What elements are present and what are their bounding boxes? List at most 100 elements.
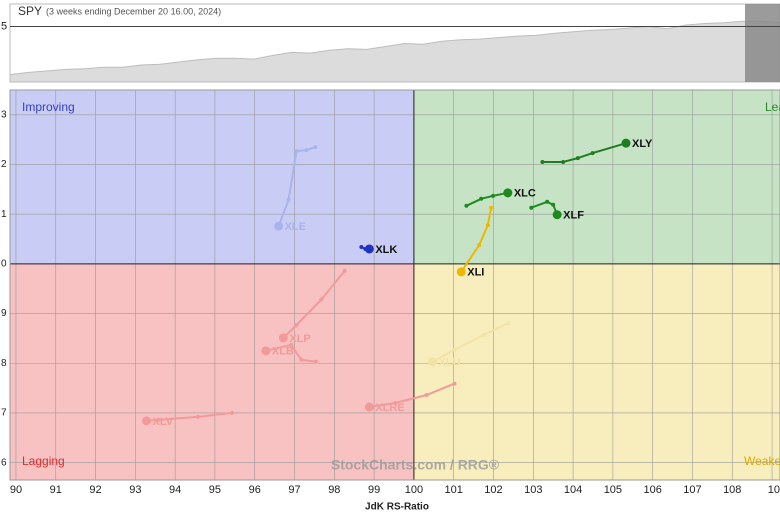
tail-point — [540, 160, 545, 165]
series-label: XLY — [632, 138, 653, 150]
x-tick-label: 101 — [445, 484, 463, 496]
tail-point — [289, 342, 294, 347]
tail-point — [299, 357, 304, 362]
x-tick-label: 99 — [368, 484, 380, 496]
benchmark-tick-label: 5 — [1, 20, 7, 32]
x-tick-label: 102 — [484, 484, 502, 496]
tail-point — [491, 193, 496, 198]
head-point — [274, 221, 284, 231]
x-tick-label: 107 — [683, 484, 701, 496]
tail-point — [506, 321, 511, 326]
benchmark-subtitle: (3 weeks ending December 20 16.00, 2024) — [46, 6, 221, 16]
tail-point — [156, 417, 161, 422]
head-point — [552, 210, 562, 220]
series-label: XLC — [514, 188, 536, 200]
head-point — [141, 416, 151, 426]
tail — [265, 343, 317, 363]
series-label: XLP — [289, 333, 310, 345]
tail-point — [485, 223, 490, 228]
x-tick-label: 98 — [328, 484, 340, 496]
head-point — [261, 346, 271, 356]
x-tick-label: 90 — [10, 484, 22, 496]
tail-point — [230, 410, 235, 415]
tail-point — [286, 197, 291, 202]
selected-period — [745, 4, 780, 82]
head-point — [456, 267, 466, 277]
tail-point — [479, 196, 484, 201]
x-tick-label: 10 — [768, 484, 780, 496]
tail — [460, 207, 493, 273]
y-tick-label: 0 — [1, 259, 7, 270]
quadrant-label: Lea — [765, 100, 780, 114]
x-tick-label: 94 — [169, 484, 181, 496]
rrg-plot: 90 91 92 93 94 95 96 97 98 99 100 101 102 103 104 105 10… — [1, 89, 780, 496]
y-tick-label: 9 — [1, 308, 7, 319]
head-point — [364, 402, 374, 412]
tail — [146, 411, 233, 422]
y-tick-label: 3 — [1, 109, 7, 120]
x-tick-label: 96 — [249, 484, 261, 496]
tail — [432, 322, 510, 363]
tail-point — [359, 244, 364, 249]
tail-point — [393, 400, 398, 405]
tail-point — [424, 393, 429, 398]
tail-point — [464, 203, 469, 208]
x-tick-label: 95 — [209, 484, 221, 496]
x-tick-label: 105 — [604, 484, 622, 496]
watermark: StockCharts.com / RRG® — [331, 457, 500, 473]
series-label: XLI — [467, 267, 484, 279]
tail-point — [195, 414, 200, 419]
x-tick-label: 106 — [643, 484, 661, 496]
head-point — [364, 244, 374, 254]
x-tick-label: 92 — [89, 484, 101, 496]
series-label: XLF — [563, 210, 584, 222]
tail-point — [561, 160, 566, 165]
series-label: XLRE — [375, 402, 404, 414]
tail-point — [489, 205, 494, 210]
y-tick-label: 1 — [1, 209, 7, 220]
tail — [530, 200, 559, 216]
x-axis-title: JdK RS-Ratio — [365, 502, 429, 513]
tail-point — [529, 205, 534, 210]
benchmark-name: SPY — [18, 4, 42, 18]
y-tick-label: 8 — [1, 358, 7, 369]
tail — [282, 270, 346, 339]
tail — [369, 382, 455, 408]
tail-point — [551, 202, 556, 207]
tail-point — [313, 145, 318, 150]
quadrant-weakening — [413, 263, 780, 480]
head-point — [621, 138, 631, 148]
tail-point — [294, 322, 299, 327]
quadrant-improving — [10, 90, 414, 264]
tail-point — [319, 297, 324, 302]
y-tick-label: 2 — [1, 159, 7, 170]
x-tick-label: 104 — [564, 484, 582, 496]
x-tick-label: 108 — [723, 484, 741, 496]
series-label: XLB — [272, 346, 294, 358]
tail — [465, 191, 508, 207]
tail-point — [590, 151, 595, 156]
tail-point — [477, 243, 482, 248]
tail-point — [452, 347, 457, 352]
head-point — [428, 357, 438, 367]
tail-point — [314, 359, 319, 364]
tail-point — [304, 148, 309, 153]
series-label: XLK — [375, 244, 397, 256]
tail-point — [452, 381, 457, 386]
series-label: XLE — [285, 221, 306, 233]
series-label: XLV — [152, 416, 173, 428]
x-tick-label: 93 — [129, 484, 141, 496]
y-tick-label: 6 — [1, 457, 7, 468]
quadrant-label: Weake — [744, 454, 780, 468]
quadrant-leading — [413, 90, 780, 264]
benchmark-pane: 5 — [1, 3, 780, 83]
quadrant-label: Lagging — [22, 454, 65, 468]
quadrant-label: Improving — [22, 100, 75, 114]
x-tick-label: 103 — [524, 484, 542, 496]
quadrant-lagging — [10, 263, 414, 480]
x-tick-label: 100 — [405, 484, 423, 496]
tail-point — [575, 156, 580, 161]
head-point — [503, 188, 513, 198]
